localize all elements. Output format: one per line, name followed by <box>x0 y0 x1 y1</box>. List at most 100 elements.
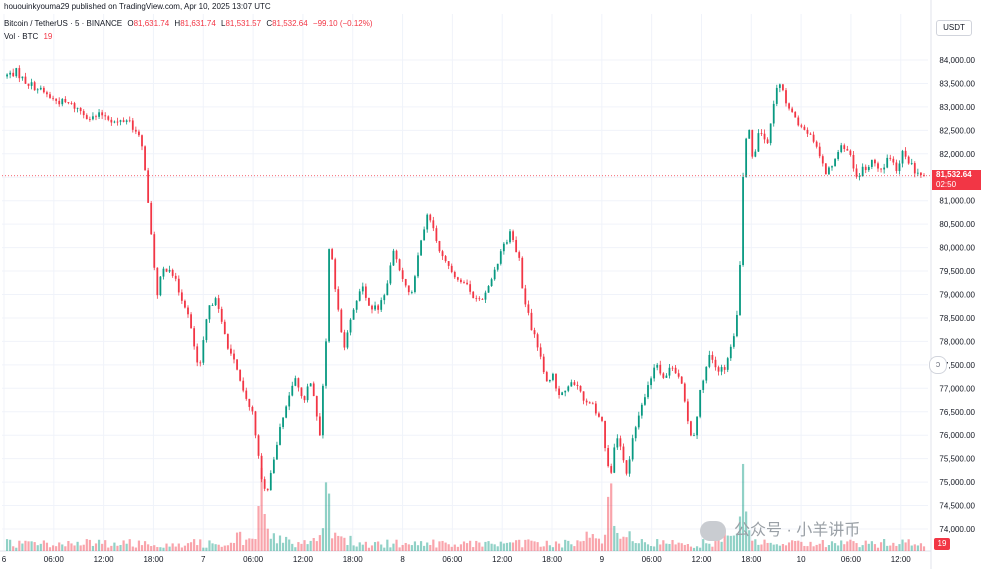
volume-last-tag: 19 <box>934 538 950 550</box>
volume-bar <box>732 535 735 551</box>
candle-body <box>110 119 113 123</box>
candle-body <box>245 390 248 399</box>
volume-bar <box>278 535 282 551</box>
candle-body <box>870 159 873 167</box>
candle-body <box>214 298 217 306</box>
candle-body <box>315 396 318 417</box>
volume-bar <box>787 542 791 551</box>
candle-body <box>444 256 447 262</box>
candle-body <box>809 133 812 135</box>
volume-bar <box>683 544 686 551</box>
candle-body <box>463 282 465 283</box>
candle-body <box>12 72 15 77</box>
candle-body <box>407 285 410 293</box>
candle-body <box>644 397 646 405</box>
volume-bar <box>653 546 656 551</box>
y-tick-label: 74,500.00 <box>939 502 975 511</box>
candle-body <box>70 103 73 104</box>
volume-bar <box>610 483 613 551</box>
candle-body <box>916 172 919 174</box>
candle-body <box>576 384 579 386</box>
candle-body <box>791 108 794 112</box>
watermark: 公众号 · 小羊讲币 <box>700 516 860 541</box>
tradingview-logo-icon[interactable]: ↄ <box>929 356 947 374</box>
volume-bar <box>429 544 432 551</box>
candle-body <box>177 278 180 293</box>
candle-body <box>230 348 232 354</box>
candle-body <box>92 116 94 120</box>
candle-body <box>766 139 769 144</box>
candle-body <box>548 379 551 382</box>
candle-body <box>450 265 453 272</box>
volume-bar <box>815 544 818 551</box>
candle-body <box>849 150 852 155</box>
candle-body <box>690 421 692 436</box>
candle-body <box>506 242 508 244</box>
volume-bar <box>628 531 631 551</box>
volume-bar <box>843 544 846 551</box>
candle-body <box>904 150 907 157</box>
candle-body <box>453 271 456 278</box>
currency-button[interactable]: USDT <box>936 20 972 36</box>
candle-body <box>208 305 211 320</box>
volume-bar <box>760 544 763 551</box>
volume-bar <box>757 544 760 551</box>
volume-bar <box>659 544 662 551</box>
volume-bar <box>413 541 417 551</box>
candle-body <box>634 427 637 439</box>
volume-bar <box>772 544 775 551</box>
volume-bar <box>551 547 555 551</box>
candle-body <box>640 404 643 416</box>
volume-bar <box>199 539 202 551</box>
volume-bar <box>705 543 708 551</box>
volume-bar <box>426 542 429 551</box>
wechat-icon <box>700 520 726 541</box>
symbol-label[interactable]: Bitcoin / TetherUS · 5 · BINANCE <box>4 19 123 28</box>
volume-bar <box>699 547 702 551</box>
volume-bar <box>714 541 717 551</box>
volume-bar <box>603 534 607 551</box>
candle-body <box>484 292 487 300</box>
volume-bar <box>153 545 156 551</box>
volume-bar <box>631 541 634 551</box>
candle-body <box>736 315 738 337</box>
candle-body <box>423 229 426 241</box>
candle-body <box>205 319 208 341</box>
volume-bar <box>745 511 748 551</box>
volume-bar <box>327 493 331 551</box>
candle-body <box>699 389 702 417</box>
candle-body <box>579 385 582 392</box>
volume-bar <box>9 539 12 551</box>
volume-label[interactable]: Vol · BTC <box>4 32 39 41</box>
volume-bar <box>214 544 217 551</box>
volume-bar <box>910 545 913 551</box>
candle-body <box>242 380 245 391</box>
candle-body <box>521 257 524 289</box>
volume-bar <box>177 543 180 551</box>
volume-bar <box>794 541 797 551</box>
volume-bar <box>275 543 279 551</box>
volume-bar <box>122 540 125 551</box>
volume-bar <box>51 545 55 551</box>
candle-body <box>732 336 735 347</box>
candle-body <box>680 376 683 384</box>
volume-bar <box>340 536 343 551</box>
candle-body <box>392 250 395 266</box>
volume-bar <box>723 531 726 551</box>
last-price-label: 81,532.64 <box>932 170 981 180</box>
x-tick-label: 6 <box>2 555 7 564</box>
volume-bar <box>735 533 739 551</box>
volume-bar <box>898 544 901 551</box>
candle-body <box>561 392 564 396</box>
volume-bar <box>711 546 714 551</box>
candle-body <box>539 347 542 357</box>
candle-body <box>101 112 104 116</box>
volume-bar <box>217 544 220 551</box>
candle-body <box>558 388 560 396</box>
volume-bar <box>226 545 229 551</box>
candle-body <box>233 353 235 360</box>
candle-body <box>720 367 723 372</box>
candle-body <box>729 346 732 359</box>
